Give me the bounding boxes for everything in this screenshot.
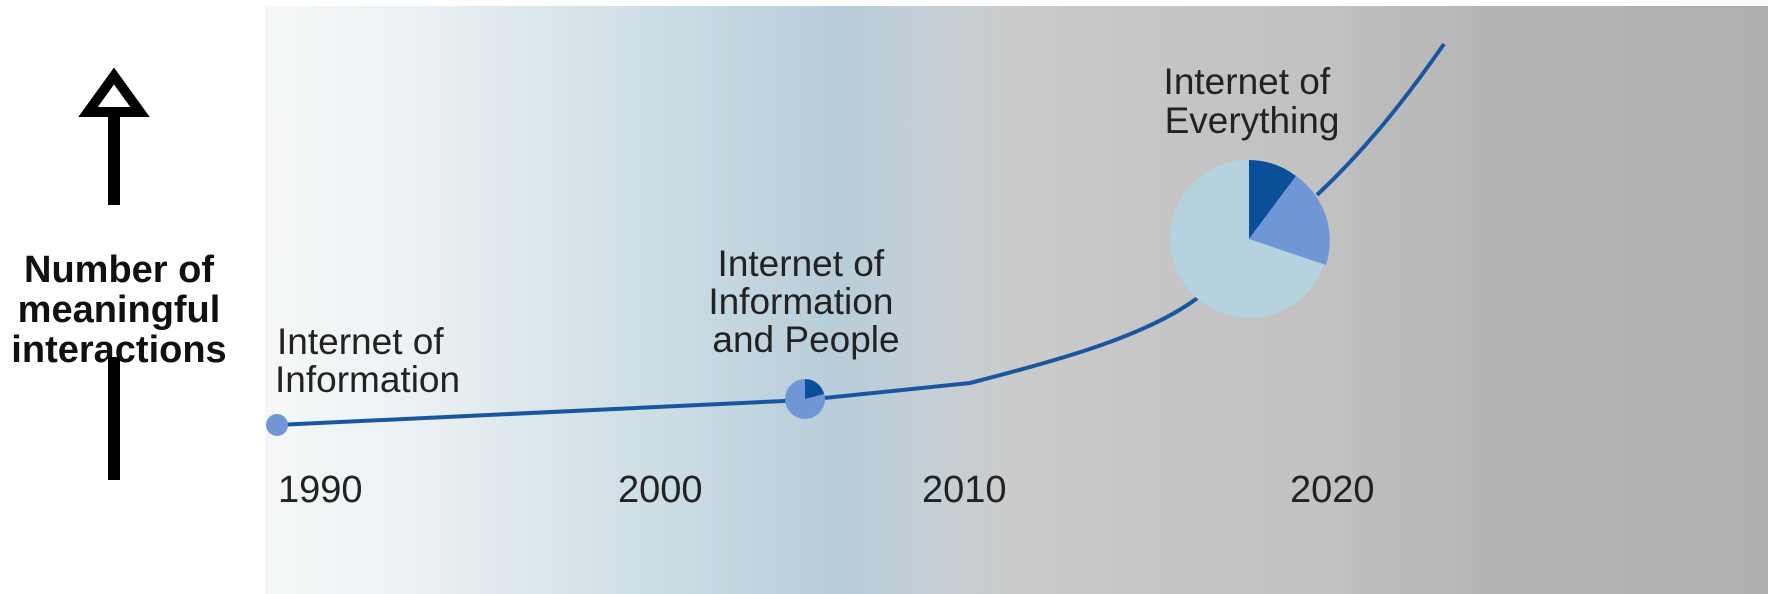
y-axis-label-line-2: meaningful bbox=[17, 289, 221, 331]
stage-pie-everything bbox=[1170, 160, 1330, 318]
y-axis-label: Number of meaningful interactions bbox=[0, 250, 238, 370]
stage-label-information-line-2: Information bbox=[275, 359, 460, 400]
tick-2020: 2020 bbox=[1290, 469, 1375, 511]
timeline-band bbox=[265, 6, 1768, 594]
growth-curve bbox=[276, 294, 1202, 427]
stage-label-people-line-3: and People bbox=[712, 319, 899, 360]
stage-label-information: Internet of Information bbox=[275, 321, 460, 400]
stage-label-information-line-1: Internet of bbox=[277, 321, 444, 362]
tick-2010: 2010 bbox=[922, 469, 1007, 511]
stage-label-everything-line-2: Everything bbox=[1165, 100, 1340, 141]
stage-label-people: Internet of Information and People bbox=[708, 243, 903, 360]
stage-label-everything: Internet of Everything bbox=[1164, 61, 1341, 141]
stage-label-everything-line-1: Internet of bbox=[1164, 61, 1331, 102]
tick-1990: 1990 bbox=[278, 469, 363, 511]
up-arrow-icon bbox=[78, 67, 150, 205]
stage-label-people-line-1: Internet of bbox=[718, 243, 885, 284]
growth-curve-upper bbox=[1315, 42, 1446, 197]
stage-dot-information bbox=[266, 414, 288, 436]
tick-2000: 2000 bbox=[618, 469, 703, 511]
stage-pie-people bbox=[785, 379, 825, 419]
stage-label-people-line-2: Information bbox=[708, 281, 893, 322]
y-axis-label-line-1: Number of bbox=[24, 249, 214, 291]
